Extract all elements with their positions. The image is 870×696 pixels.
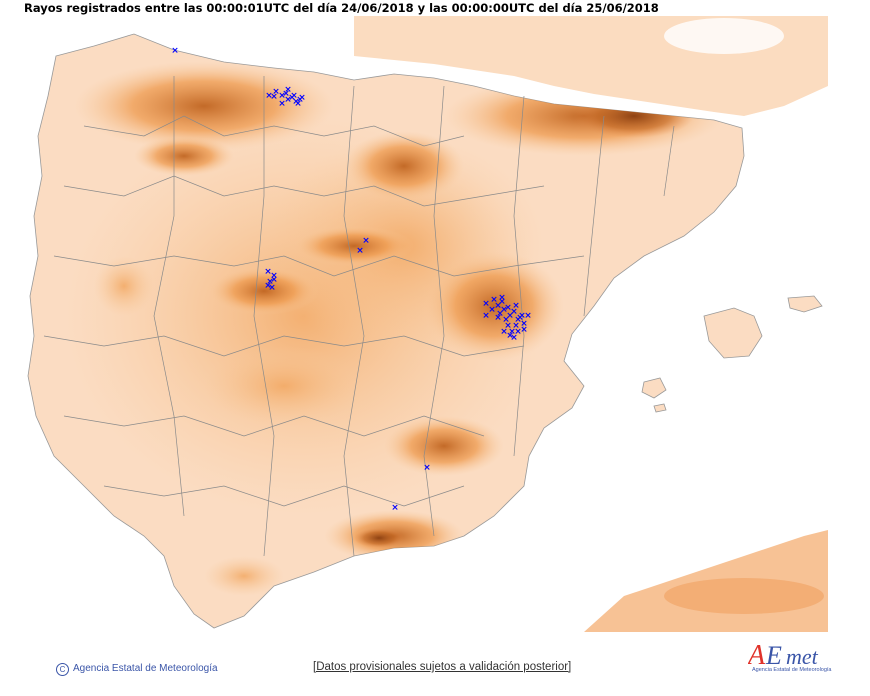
map-title: Rayos registrados entre las 00:00:01UTC … xyxy=(24,1,659,15)
menorca xyxy=(787,295,823,313)
provisional-data-disclaimer: [Datos provisionales sujetos a validació… xyxy=(313,661,572,673)
logo-letter-e: E xyxy=(765,641,782,670)
lightning-strike-marker: × xyxy=(265,91,273,101)
lightning-strike-marker: × xyxy=(490,295,498,305)
lightning-strike-marker: × xyxy=(270,92,278,102)
lightning-strike-marker: × xyxy=(391,503,399,513)
aemet-logo: A E met xyxy=(748,640,819,671)
lightning-strike-marker: × xyxy=(510,333,518,343)
lightning-strike-marker: × xyxy=(270,271,278,281)
agency-credit: C Agencia Estatal de Meteorología xyxy=(56,663,218,676)
logo-subtitle: Agencia Estatal de Meteorología xyxy=(752,667,832,673)
lightning-strike-marker: × xyxy=(514,327,522,337)
lightning-strike-marker: × xyxy=(270,275,278,285)
mallorca xyxy=(703,307,763,359)
lightning-strike-marker: × xyxy=(506,331,514,341)
lightning-strike-marker: × xyxy=(362,236,370,246)
lightning-strike-marker: × xyxy=(488,305,496,315)
lightning-strike-marker: × xyxy=(504,303,512,313)
lightning-strike-marker: × xyxy=(272,87,280,97)
logo-letter-a: A xyxy=(748,640,766,671)
lightning-strike-marker: × xyxy=(524,311,532,321)
lightning-strike-marker: × xyxy=(520,319,528,329)
lightning-strike-marker: × xyxy=(264,281,272,291)
lightning-strike-marker: × xyxy=(278,99,286,109)
lightning-strike-marker: × xyxy=(514,315,522,325)
lightning-strike-marker: × xyxy=(284,85,292,95)
lightning-strike-marker: × xyxy=(500,327,508,337)
lightning-map: × × × × × × × × × × × × × × × × × × × × × × × × × × × × × × × × × × × × × × × ×… xyxy=(24,16,828,632)
ibiza xyxy=(641,377,667,399)
lightning-strike-marker: × xyxy=(278,91,286,101)
lightning-strike-marker: × xyxy=(506,311,514,321)
lightning-strike-marker: × xyxy=(498,293,506,303)
lightning-strike-marker: × xyxy=(294,99,302,109)
lightning-strike-marker: × xyxy=(290,91,298,101)
lightning-strike-marker: × xyxy=(482,299,490,309)
lightning-strikes-layer: ×× ×××××××××× ×××××××××××× ××××××××××××××××… xyxy=(171,46,532,513)
lightning-strike-marker: × xyxy=(266,277,274,287)
lightning-strike-marker: × xyxy=(516,313,524,323)
province-borders xyxy=(43,76,675,557)
lightning-strike-marker: × xyxy=(292,97,300,107)
lightning-strike-marker: × xyxy=(494,313,502,323)
map-canvas: ×× ×××××××××× ×××××××××××× ××××××××××××××××… xyxy=(27,16,828,632)
lightning-strike-marker: × xyxy=(298,93,306,103)
lightning-strike-marker: × xyxy=(264,267,272,277)
lightning-strike-marker: × xyxy=(296,95,304,105)
lightning-strike-marker: × xyxy=(423,463,431,473)
lightning-strike-marker: × xyxy=(520,325,528,335)
lightning-strike-marker: × xyxy=(288,93,296,103)
logo-letters-met: met xyxy=(786,644,819,669)
lightning-strike-marker: × xyxy=(512,301,520,311)
agency-credit-text: Agencia Estatal de Meteorología xyxy=(73,663,218,674)
formentera xyxy=(653,403,667,413)
lightning-strike-marker: × xyxy=(518,311,526,321)
lightning-strike-marker: × xyxy=(508,327,516,337)
lightning-strike-marker: × xyxy=(282,89,290,99)
lightning-strike-marker: × xyxy=(498,297,506,307)
lightning-strike-marker: × xyxy=(284,95,292,105)
lightning-strike-marker: × xyxy=(268,283,276,293)
lightning-strike-marker: × xyxy=(496,309,504,319)
lightning-strike-marker: × xyxy=(500,305,508,315)
copyright-icon: C xyxy=(56,663,69,676)
lightning-strike-marker: × xyxy=(510,307,518,317)
lightning-strike-marker: × xyxy=(512,321,520,331)
lightning-strike-marker: × xyxy=(494,301,502,311)
lightning-strike-marker: × xyxy=(504,321,512,331)
lightning-strike-marker: × xyxy=(171,46,179,56)
lightning-strike-marker: × xyxy=(482,311,490,321)
lightning-strike-marker: × xyxy=(502,315,510,325)
lightning-strike-marker: × xyxy=(356,246,364,256)
